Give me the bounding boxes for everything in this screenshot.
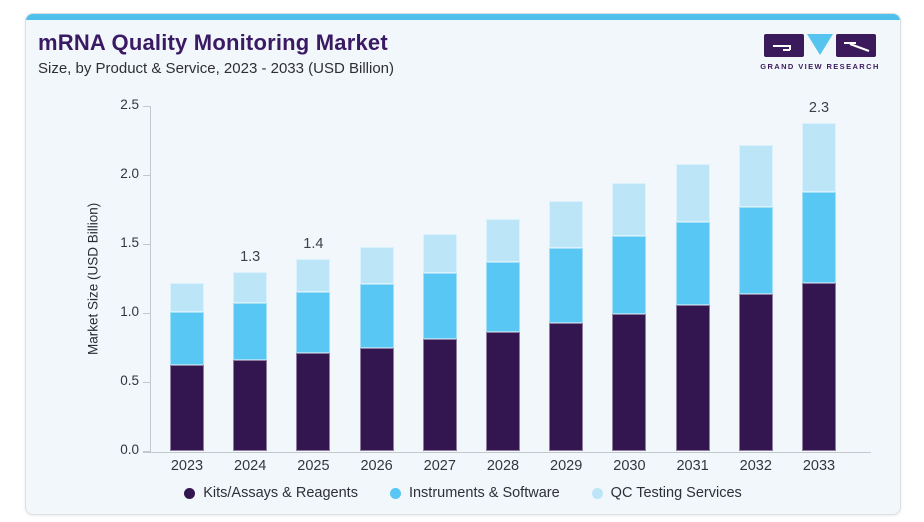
y-tick-mark — [143, 451, 151, 452]
y-tick-label: 1.5 — [120, 235, 139, 250]
x-tick-label: 2029 — [550, 458, 583, 474]
bar-segment — [675, 221, 710, 305]
bar-segment — [738, 206, 773, 294]
y-tick-label: 2.5 — [120, 97, 139, 112]
legend-item: QC Testing Services — [591, 485, 742, 501]
y-tick-label: 0.0 — [120, 442, 139, 457]
bar-segment — [738, 144, 773, 207]
legend-label: Kits/Assays & Reagents — [203, 485, 358, 501]
bar-segment — [612, 314, 647, 451]
legend-label: QC Testing Services — [610, 485, 742, 501]
x-tick-label: 2028 — [486, 458, 520, 474]
bar-value-label: 1.4 — [303, 236, 324, 253]
plot: 0.0 0.5 1.0 1.5 2.0 2.5 2023 2024 2025 2026 2027 20… — [120, 97, 871, 474]
logo-text: GRAND VIEW RESEARCH — [760, 62, 880, 71]
bar-segment — [675, 163, 710, 222]
bar-segment — [422, 339, 457, 451]
bar-segment — [549, 201, 584, 249]
gvr-logo: GRAND VIEW RESEARCH — [754, 34, 886, 71]
bar-segment — [170, 282, 204, 312]
bar-segment — [359, 347, 394, 451]
bar-segment — [233, 303, 268, 360]
legend-dot-icon — [184, 487, 196, 499]
x-tick-label: 2032 — [739, 458, 772, 474]
legend-item: Kits/Assays & Reagents — [184, 485, 358, 501]
chart-card: mRNA Quality Monitoring Market Size, by … — [25, 13, 901, 515]
card-accent-bar — [26, 14, 900, 20]
logo-r-mark-icon — [836, 34, 876, 57]
bar-segment — [802, 282, 836, 451]
bar-segment — [422, 273, 457, 340]
bar-segment — [296, 353, 331, 451]
bar-segment — [486, 332, 520, 451]
x-tick-label: 2027 — [423, 458, 456, 474]
x-tick-label: 2024 — [234, 458, 267, 474]
logo-marks — [754, 34, 886, 58]
bar-segment — [233, 271, 268, 304]
logo-g-mark-icon — [764, 34, 804, 57]
bar-segment — [802, 191, 836, 283]
x-tick-label: 2026 — [360, 458, 393, 474]
y-axis-title: Market Size (USD Billion) — [85, 202, 101, 355]
bar-segment — [612, 235, 647, 315]
header: mRNA Quality Monitoring Market Size, by … — [38, 30, 394, 77]
bar-segment — [549, 248, 584, 323]
y-tick-label: 0.5 — [120, 373, 139, 388]
y-tick-mark — [143, 106, 151, 107]
bar-segment — [170, 311, 204, 366]
x-tick-label: 2030 — [613, 458, 646, 474]
bar-segment — [612, 183, 647, 236]
x-tick-label: 2033 — [802, 458, 836, 474]
bar-value-label: 1.3 — [240, 248, 261, 265]
bar-segment — [675, 304, 710, 451]
bar-segment — [359, 246, 394, 285]
page-title: mRNA Quality Monitoring Market — [38, 30, 388, 55]
bar-segment — [802, 122, 836, 192]
bar-segment — [486, 219, 520, 262]
bar-segment — [233, 359, 268, 451]
legend-label: Instruments & Software — [408, 485, 560, 501]
y-tick-mark — [143, 382, 151, 383]
x-tick-label: 2023 — [170, 458, 204, 474]
bar-segment — [738, 293, 773, 451]
x-tick-label: 2031 — [676, 458, 709, 474]
logo-triangle-icon — [807, 34, 833, 55]
bar-segment — [549, 322, 584, 451]
bar-value-label: 2.3 — [808, 99, 830, 116]
y-tick-mark — [143, 313, 151, 314]
legend-dot-icon — [389, 487, 401, 499]
y-tick-label: 1.0 — [120, 304, 139, 319]
y-tick-label: 2.0 — [120, 166, 139, 181]
bar-segment — [359, 284, 394, 348]
bar-segment — [296, 292, 331, 354]
legend: Kits/Assays & Reagents Instruments & Soft… — [26, 485, 900, 501]
bar-segment — [170, 365, 204, 451]
y-tick-mark — [143, 244, 151, 245]
bar-segment — [486, 261, 520, 333]
legend-dot-icon — [591, 487, 603, 499]
x-tick-label: 2025 — [297, 458, 330, 474]
y-tick-mark — [143, 175, 151, 176]
bar-segment — [422, 234, 457, 273]
page-subtitle: Size, by Product & Service, 2023 - 2033 … — [38, 60, 394, 77]
legend-item: Instruments & Software — [389, 485, 560, 501]
bar-segment — [296, 259, 331, 293]
